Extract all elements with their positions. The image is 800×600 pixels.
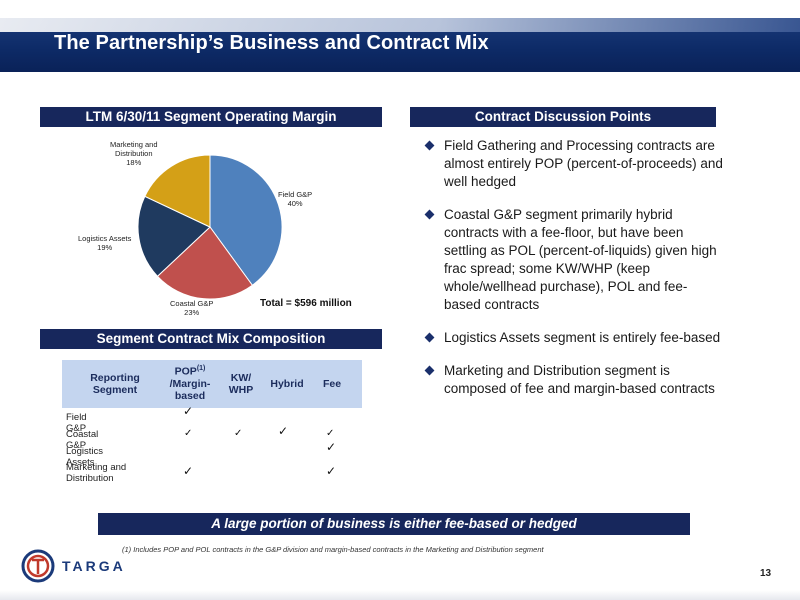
diamond-bullet-icon [424, 209, 435, 220]
pie-slice-marketing [144, 154, 211, 228]
pie-label-coastal-gp: Coastal G&P 23% [170, 299, 213, 317]
pie-total-label: Total = $596 million [260, 298, 352, 309]
targa-logo-icon [21, 549, 55, 583]
contract-discussion-list: Field Gathering and Processing contracts… [424, 137, 724, 413]
pie-label-logistics-name: Logistics Assets [78, 234, 132, 243]
footnote: (1) Includes POP and POL contracts in th… [122, 545, 544, 554]
header-pop-line3: based [174, 389, 206, 402]
check-mark-icon: ✓ [184, 428, 193, 439]
pie-slice-field-gp [209, 154, 283, 286]
bullet-item: Logistics Assets segment is entirely fee… [424, 329, 724, 347]
pie-label-field-gp-pct: 40% [287, 199, 303, 208]
ltm-section-header: LTM 6/30/11 Segment Operating Margin [40, 107, 382, 127]
bullet-text: Coastal G&P segment primarily hybrid con… [444, 207, 717, 312]
bullet-item: Field Gathering and Processing contracts… [424, 137, 724, 191]
check-mark-icon: ✓ [326, 440, 337, 454]
bullet-item: Marketing and Distribution segment is co… [424, 362, 724, 398]
pie-label-logistics-pct: 19% [97, 243, 113, 252]
pie-label-marketing-name2: Distribution [115, 149, 153, 158]
row-segment-label-line2: Distribution [66, 473, 114, 484]
title-bar [0, 18, 800, 72]
bullet-text: Logistics Assets segment is entirely fee… [444, 330, 721, 345]
header-segment-line2: Segment [92, 384, 138, 396]
check-mark-icon: ✓ [183, 464, 194, 478]
row-segment-label: Field G&P [66, 412, 87, 434]
header-pop-line1: POP [174, 365, 197, 378]
pie-label-marketing-pct: 18% [126, 158, 142, 167]
bullet-item: Coastal G&P segment primarily hybrid con… [424, 206, 724, 314]
pie-label-logistics: Logistics Assets 19% [78, 234, 131, 252]
header-kw: KW/ WHP [220, 372, 262, 396]
pie-label-marketing: Marketing and Distribution 18% [110, 140, 158, 167]
pie-slice-coastal-gp [156, 226, 254, 300]
check-mark-icon: ✓ [234, 428, 243, 439]
pie-chart-svg [137, 154, 283, 300]
pie-slice-logistics [137, 195, 211, 277]
table-header: Reporting Segment POP(1) /Margin- based … [62, 360, 362, 408]
header-kw-line1: KW/ [230, 372, 252, 384]
segment-margin-pie-chart: Field G&P 40% Coastal G&P 23% Logistics … [40, 130, 382, 328]
title-bar-shine [0, 18, 800, 32]
header-pop-footnote: (1) [196, 365, 206, 372]
pie-label-field-gp-name: Field G&P [278, 190, 313, 199]
bottom-fade [0, 590, 800, 600]
header-pop: POP(1) /Margin- based [160, 363, 220, 402]
header-kw-line2: WHP [228, 384, 254, 396]
pie-label-coastal-gp-pct: 23% [184, 308, 200, 317]
row-segment-label: Coastal G&P [66, 429, 99, 451]
slide-title: The Partnership’s Business and Contract … [54, 32, 489, 54]
pie-label-field-gp: Field G&P 40% [278, 190, 312, 208]
mix-section-header: Segment Contract Mix Composition [40, 329, 382, 349]
check-mark-icon: ✓ [278, 424, 289, 438]
bullet-text: Field Gathering and Processing contracts… [444, 138, 723, 189]
diamond-bullet-icon [424, 365, 435, 376]
header-pop-line2: /Margin- [169, 377, 211, 390]
row-segment-label: Marketing and Distribution [66, 462, 166, 484]
pie-label-coastal-gp-name: Coastal G&P [170, 299, 214, 308]
pie-label-marketing-name1: Marketing and [110, 140, 158, 149]
page-number: 13 [760, 568, 772, 579]
header-segment-line1: Reporting [90, 372, 140, 384]
contract-section-header: Contract Discussion Points [410, 107, 716, 127]
summary-banner: A large portion of business is either fe… [98, 513, 690, 535]
bullet-text: Marketing and Distribution segment is co… [444, 363, 715, 396]
header-hybrid: Hybrid [270, 378, 304, 390]
row-segment-label: Logistics Assets [66, 446, 103, 468]
check-mark-icon: ✓ [183, 404, 194, 418]
row-segment-label-line1: Marketing and [66, 462, 127, 473]
logo-wordmark: TARGA [62, 558, 126, 574]
check-mark-icon: ✓ [326, 428, 335, 439]
header-segment: Reporting Segment [70, 372, 160, 396]
check-mark-icon: ✓ [326, 464, 337, 478]
diamond-bullet-icon [424, 332, 435, 343]
diamond-bullet-icon [424, 140, 435, 151]
header-fee: Fee [322, 378, 342, 390]
targa-logo: TARGA [18, 548, 128, 584]
